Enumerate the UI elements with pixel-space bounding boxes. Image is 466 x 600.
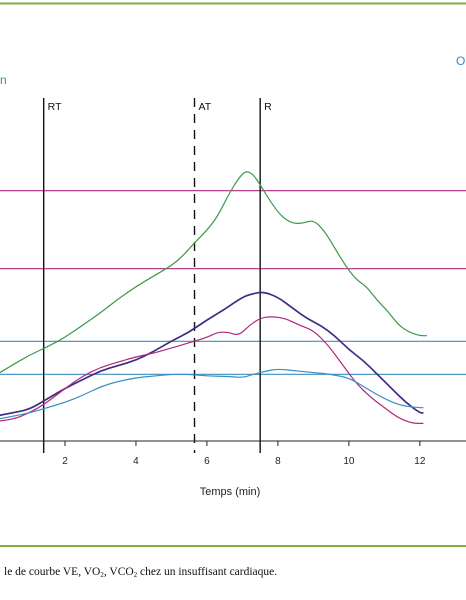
reference-lines [0, 190, 466, 375]
series-line-2 [0, 291, 424, 417]
figure-caption: le de courbe VE, VO2, VCO2 chez un insuf… [4, 566, 278, 579]
x-axis: 2 4 6 8 10 12 [0, 440, 466, 467]
marker-label-rt: RT [48, 101, 62, 113]
marker-label-at: AT [199, 101, 212, 113]
series-line-4 [0, 368, 424, 420]
x-tick-label-4: 4 [133, 456, 139, 467]
x-tick-label-2: 2 [62, 456, 68, 467]
x-tick-label-6: 6 [204, 456, 210, 467]
right-axis-label: O [456, 54, 465, 68]
vertical-markers: RT AT R [42, 98, 272, 453]
x-axis-title: Temps (min) [200, 486, 261, 498]
x-tick-label-10: 10 [343, 456, 355, 467]
chart-frame [0, 2, 466, 547]
x-tick-label-12: 12 [414, 456, 426, 467]
x-tick-label-8: 8 [275, 456, 281, 467]
series-line-1 [0, 171, 427, 374]
series-line-3 [0, 316, 424, 424]
left-axis-label: n [0, 73, 7, 87]
marker-label-r: R [264, 101, 272, 113]
data-series [0, 171, 427, 424]
